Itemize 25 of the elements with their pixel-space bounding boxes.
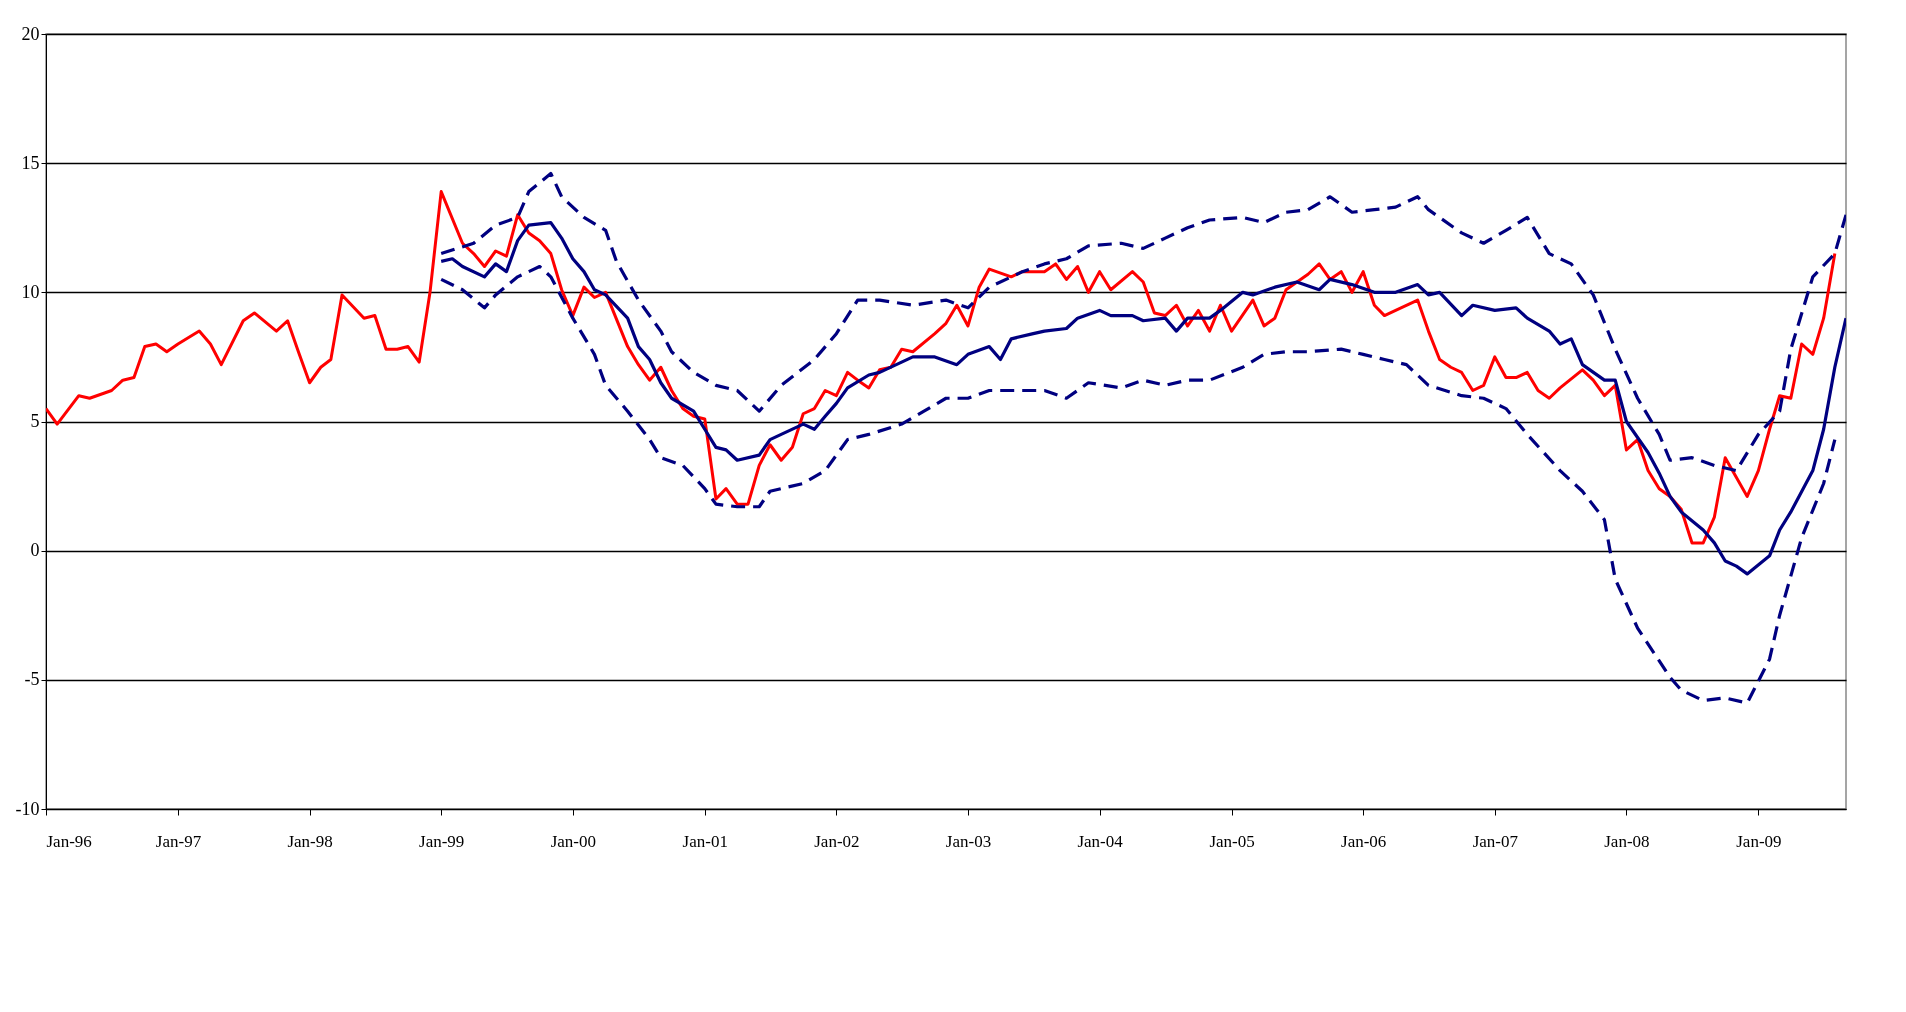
x-tick-label: Jan-02 bbox=[814, 831, 860, 851]
x-tick-label: Jan-09 bbox=[1736, 831, 1782, 851]
x-tick-label: Jan-99 bbox=[419, 831, 465, 851]
y-tick-label: 5 bbox=[30, 411, 40, 431]
x-tick-label: Jan-00 bbox=[550, 831, 596, 851]
y-tick-label: -5 bbox=[24, 669, 40, 690]
x-tick-label: Jan-05 bbox=[1209, 831, 1255, 851]
y-tick-label: 20 bbox=[21, 23, 40, 44]
y-tick-label: 10 bbox=[21, 281, 40, 302]
line-series bbox=[439, 171, 1846, 473]
x-tick-label: Jan-98 bbox=[287, 831, 333, 851]
x-tick-label: Jan-03 bbox=[945, 831, 992, 851]
x-tick-label: Jan-04 bbox=[1077, 831, 1124, 851]
x-tick-label: Jan-97 bbox=[155, 831, 202, 851]
y-tick-label: 15 bbox=[21, 152, 40, 173]
line-series bbox=[46, 190, 1837, 545]
line-series bbox=[439, 264, 1837, 705]
x-tick-label: Jan-01 bbox=[682, 831, 728, 851]
line-series bbox=[439, 220, 1846, 576]
x-tick-label: Jan-96 bbox=[46, 831, 92, 851]
x-tick-label: Jan-08 bbox=[1604, 831, 1650, 851]
x-tick-label: Jan-07 bbox=[1472, 831, 1519, 851]
y-tick-label: 0 bbox=[30, 540, 40, 561]
x-tick-label: Jan-06 bbox=[1341, 831, 1387, 851]
y-tick-label: -10 bbox=[15, 798, 40, 819]
